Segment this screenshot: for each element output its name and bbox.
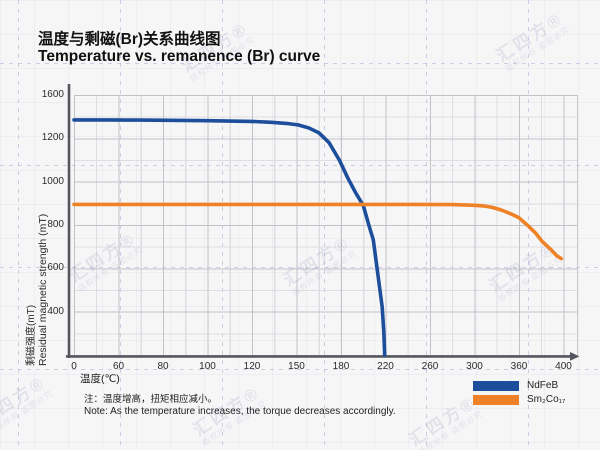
x-tick-label: 60 <box>112 361 125 372</box>
y-tick-label: 1200 <box>41 132 64 144</box>
x-tick-label: 120 <box>243 361 261 372</box>
dashed-guide-line <box>0 369 600 370</box>
y-tick-label: 1000 <box>41 175 64 187</box>
x-tick-label: 0 <box>71 361 77 372</box>
legend-item-ndfeb: NdFeB <box>473 380 565 391</box>
x-tick-label: 360 <box>510 361 528 372</box>
x-axis-arrow-icon <box>570 352 580 361</box>
y-tick-label: 1600 <box>41 89 64 100</box>
x-tick-label: 80 <box>157 361 169 372</box>
ndfeb-label: NdFeB <box>527 379 559 391</box>
sm2co17-curve <box>72 202 564 261</box>
legend: NdFeB Sm₂Co₁₇ <box>473 380 565 409</box>
note-line-en: Note: As the temperature increases, the … <box>84 406 396 417</box>
y-tick-label: 600 <box>47 262 64 274</box>
x-axis-title: 温度(℃) <box>80 373 120 385</box>
legend-item-sm2co17: Sm₂Co₁₇ <box>473 395 565 406</box>
y-tick-label: 800 <box>47 218 64 230</box>
x-tick-label: 180 <box>332 361 350 372</box>
x-tick-label: 220 <box>377 361 394 372</box>
y-axis-title-en: Residual magnetic strength (mT) <box>37 213 49 366</box>
x-tick-label: 260 <box>421 361 439 372</box>
x-tick-label: 400 <box>555 361 572 372</box>
x-tick-label: 100 <box>199 361 216 372</box>
x-tick-label: 300 <box>466 361 483 372</box>
y-tick-label: 400 <box>47 305 64 317</box>
dashed-guide-line <box>0 63 600 64</box>
sm2co17-swatch <box>473 395 519 405</box>
note-line-zh: 注：温度增高，扭矩相应减小。 <box>84 394 218 405</box>
x-tick-label: 150 <box>288 361 305 372</box>
sm2co17-label: Sm₂Co₁₇ <box>527 394 566 405</box>
page-title-zh: 温度与剩磁(Br)关系曲线图 <box>38 31 221 48</box>
ndfeb-swatch <box>473 380 519 391</box>
ndfeb-curve <box>72 118 387 357</box>
dashed-guide-line <box>18 0 19 450</box>
page-title-en: Temperature vs. remanence (Br) curve <box>38 48 321 65</box>
note: 注：温度增高，扭矩相应减小。 Note: As the temperature … <box>84 394 396 418</box>
